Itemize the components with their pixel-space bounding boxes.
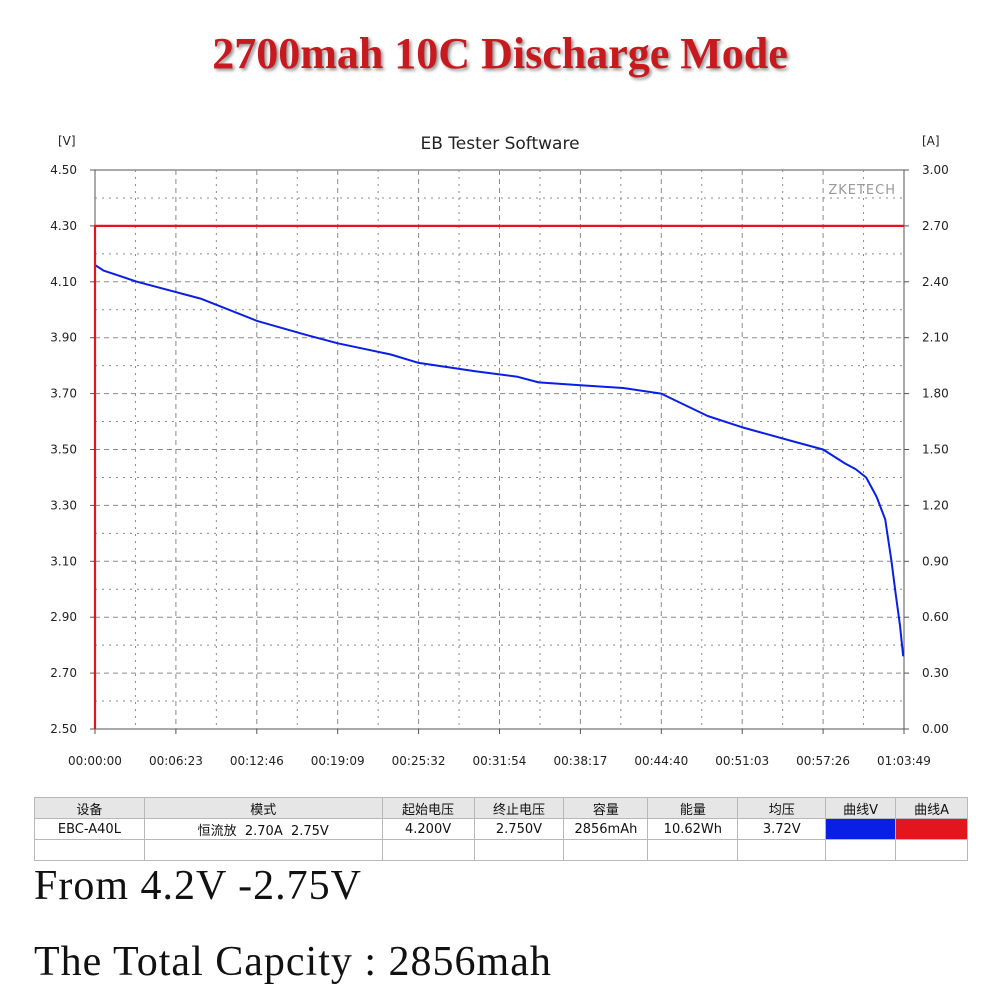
right-tick-label: 0.90 — [922, 554, 949, 568]
cell-device: EBC-A40L — [34, 818, 145, 840]
right-tick-label: 1.50 — [922, 443, 949, 457]
x-tick-label: 01:03:49 — [877, 754, 931, 768]
x-tick-label: 00:00:00 — [68, 754, 122, 768]
left-tick-label: 3.10 — [50, 554, 77, 568]
header-curve-a: 曲线A — [895, 797, 968, 819]
voltage-range-note: From 4.2V -2.75V — [34, 863, 362, 909]
left-tick-label: 4.50 — [50, 163, 77, 177]
empty-cell — [825, 839, 897, 861]
left-tick-label: 4.10 — [50, 275, 77, 289]
x-tick-label: 00:51:03 — [715, 754, 769, 768]
cell-energy: 10.62Wh — [647, 818, 739, 840]
total-capacity-note: The Total Capcity : 2856mah — [34, 939, 552, 985]
header-avg-voltage: 均压 — [737, 797, 827, 819]
empty-cell — [381, 839, 475, 861]
cell-mode: 恒流放 2.70A 2.75V — [143, 818, 383, 840]
header-end-voltage: 终止电压 — [473, 797, 565, 819]
right-tick-label: 1.80 — [922, 387, 949, 401]
test-info-table: 设备 模式 起始电压 终止电压 容量 能量 均压 曲线V 曲线A EBC-A40… — [34, 797, 968, 861]
left-tick-label: 3.90 — [50, 331, 77, 345]
x-tick-label: 00:31:54 — [473, 754, 527, 768]
header-curve-v: 曲线V — [825, 797, 897, 819]
headline: 2700mah 10C Discharge Mode — [212, 29, 788, 78]
right-axis-unit: [A] — [922, 134, 940, 148]
right-tick-label: 0.30 — [922, 666, 949, 680]
cell-end-voltage: 2.750V — [473, 818, 565, 840]
empty-cell — [143, 839, 383, 861]
voltage-series-line — [94, 264, 905, 657]
watermark: ZKETECH — [828, 183, 896, 198]
empty-cell — [737, 839, 827, 861]
right-tick-label: 2.70 — [922, 219, 949, 233]
curve-a-swatch — [895, 818, 968, 840]
header-mode: 模式 — [143, 797, 383, 819]
current-series-line — [93, 224, 904, 729]
x-tick-label: 00:44:40 — [634, 754, 688, 768]
info-empty-row — [34, 839, 968, 861]
cell-capacity: 2856mAh — [563, 818, 649, 840]
right-tick-label: 1.20 — [922, 498, 949, 512]
empty-cell — [563, 839, 649, 861]
info-data-row: EBC-A40L 恒流放 2.70A 2.75V 4.200V 2.750V 2… — [34, 818, 968, 840]
right-tick-label: 0.60 — [922, 610, 949, 624]
header-energy: 能量 — [647, 797, 739, 819]
x-tick-label: 00:25:32 — [392, 754, 446, 768]
right-tick-label: 3.00 — [922, 163, 949, 177]
discharge-chart: ZKETECH 2.50 2.70 2.90 3.10 3.30 3.50 3.70 3.90 4… — [50, 163, 949, 768]
header-device: 设备 — [34, 797, 145, 819]
x-tick-label: 00:19:09 — [311, 754, 365, 768]
right-tick-label: 0.00 — [922, 722, 949, 736]
left-tick-label: 4.30 — [50, 219, 77, 233]
chart-title: EB Tester Software — [420, 134, 580, 154]
curve-v-swatch — [825, 818, 897, 840]
info-header-row: 设备 模式 起始电压 终止电压 容量 能量 均压 曲线V 曲线A — [34, 797, 968, 819]
right-tick-label: 2.40 — [922, 275, 949, 289]
cell-start-voltage: 4.200V — [381, 818, 475, 840]
left-tick-label: 3.70 — [50, 387, 77, 401]
empty-cell — [895, 839, 968, 861]
cell-avg-voltage: 3.72V — [737, 818, 827, 840]
header-start-voltage: 起始电压 — [381, 797, 475, 819]
x-tick-label: 00:57:26 — [796, 754, 850, 768]
empty-cell — [34, 839, 145, 861]
x-tick-label: 00:38:17 — [553, 754, 607, 768]
x-tick-label: 00:12:46 — [230, 754, 284, 768]
left-tick-label: 3.30 — [50, 498, 77, 512]
empty-cell — [473, 839, 565, 861]
left-tick-label: 2.70 — [50, 666, 77, 680]
right-tick-label: 2.10 — [922, 331, 949, 345]
header-capacity: 容量 — [563, 797, 649, 819]
x-tick-label: 00:06:23 — [149, 754, 203, 768]
left-tick-label: 3.50 — [50, 443, 77, 457]
left-tick-label: 2.50 — [50, 722, 77, 736]
left-axis-unit: [V] — [58, 134, 76, 148]
left-tick-label: 2.90 — [50, 610, 77, 624]
empty-cell — [647, 839, 739, 861]
